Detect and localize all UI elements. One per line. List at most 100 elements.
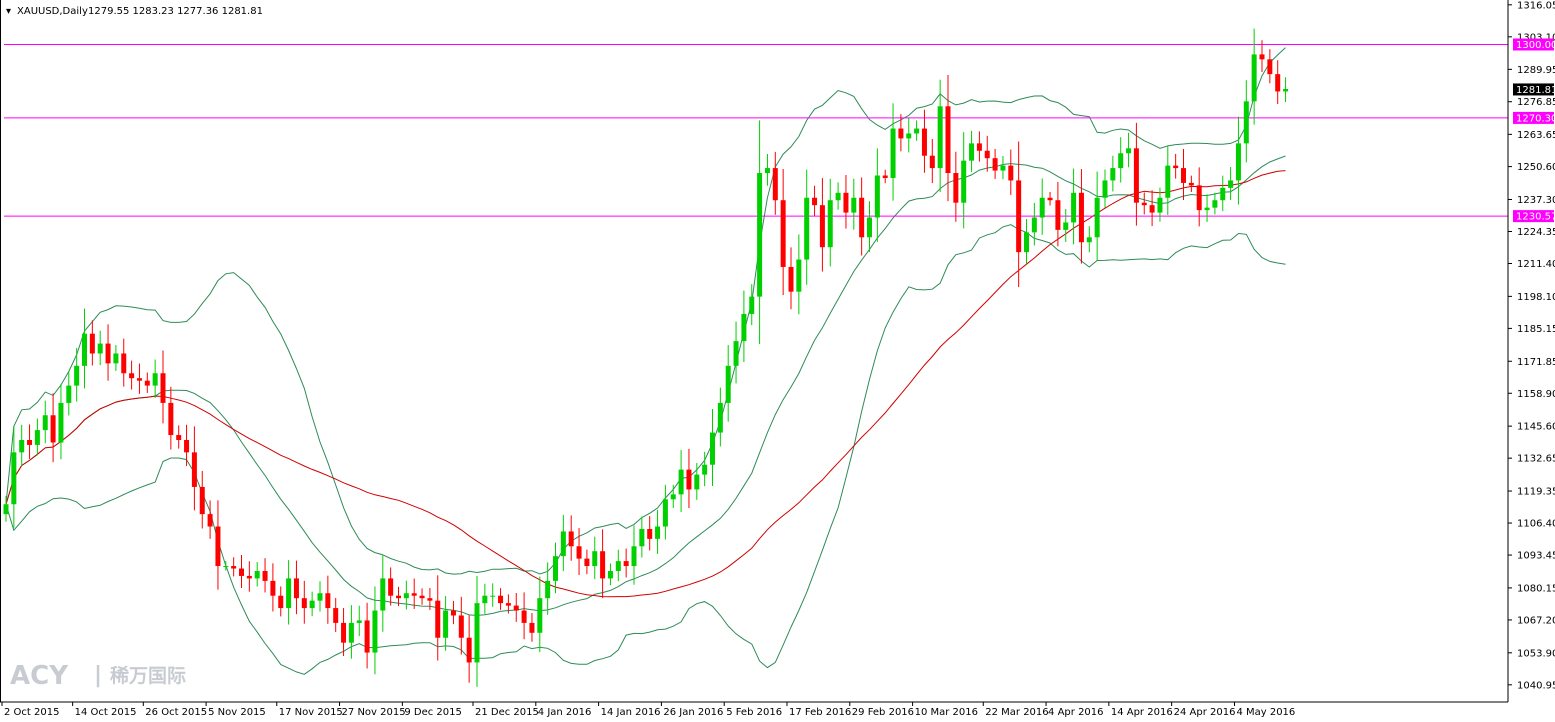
candle[interactable] (82, 308, 87, 389)
candle[interactable] (215, 500, 221, 590)
candle[interactable] (427, 587, 433, 610)
candle[interactable] (1039, 178, 1045, 235)
candle[interactable] (3, 495, 9, 522)
candle[interactable] (953, 151, 959, 222)
candle[interactable] (19, 424, 25, 467)
candle[interactable] (184, 424, 190, 467)
candle[interactable] (372, 586, 378, 675)
candle[interactable] (490, 583, 496, 607)
candle[interactable] (921, 109, 927, 173)
candle[interactable] (443, 596, 449, 651)
candle[interactable] (937, 79, 943, 192)
candle[interactable] (1133, 122, 1139, 226)
candle[interactable] (341, 608, 347, 657)
candle[interactable] (403, 580, 409, 610)
candle[interactable] (121, 338, 127, 387)
candle[interactable] (1063, 208, 1069, 243)
candle[interactable] (702, 451, 708, 487)
candle[interactable] (482, 583, 488, 614)
candle[interactable] (1220, 175, 1226, 212)
candle[interactable] (772, 151, 778, 215)
candle[interactable] (168, 386, 174, 450)
candle[interactable] (380, 554, 386, 632)
candle[interactable] (717, 387, 723, 447)
candle[interactable] (725, 344, 731, 422)
candle[interactable] (655, 509, 661, 554)
candle[interactable] (1126, 132, 1132, 168)
candle[interactable] (906, 117, 912, 153)
candle[interactable] (992, 148, 998, 179)
candle[interactable] (867, 201, 872, 252)
candle[interactable] (961, 132, 967, 229)
candle[interactable] (231, 557, 237, 577)
candle[interactable] (160, 350, 166, 424)
candle[interactable] (270, 563, 276, 612)
candle[interactable] (191, 426, 197, 511)
candle[interactable] (1141, 192, 1147, 215)
candle[interactable] (301, 580, 307, 624)
candle[interactable] (50, 393, 56, 463)
candle[interactable] (286, 560, 292, 625)
candle[interactable] (1008, 149, 1014, 195)
candle[interactable] (576, 528, 582, 575)
candle[interactable] (105, 324, 111, 381)
candle[interactable] (560, 514, 566, 572)
candle[interactable] (435, 575, 441, 661)
candle[interactable] (129, 360, 135, 390)
candle[interactable] (1196, 167, 1202, 227)
candle[interactable] (733, 321, 739, 384)
candle[interactable] (545, 562, 551, 615)
candle[interactable] (458, 596, 464, 655)
candle[interactable] (1000, 155, 1006, 180)
candle[interactable] (843, 175, 849, 229)
candle[interactable] (827, 178, 833, 267)
candle[interactable] (741, 290, 747, 363)
candle[interactable] (529, 613, 535, 642)
candle[interactable] (74, 348, 80, 402)
candle[interactable] (796, 234, 802, 315)
candle[interactable] (411, 578, 417, 609)
candle[interactable] (1078, 169, 1084, 264)
candle[interactable] (505, 594, 511, 614)
candle[interactable] (969, 130, 975, 172)
candle[interactable] (835, 182, 841, 210)
candle[interactable] (1071, 168, 1077, 245)
candle[interactable] (113, 345, 119, 371)
candle[interactable] (1157, 187, 1163, 222)
candle[interactable] (1165, 146, 1171, 215)
candle[interactable] (1181, 149, 1186, 201)
candle[interactable] (1118, 137, 1124, 183)
candle[interactable] (710, 408, 715, 486)
candle[interactable] (1102, 169, 1108, 208)
candle[interactable] (388, 567, 394, 606)
candle[interactable] (639, 516, 645, 558)
candle[interactable] (929, 139, 935, 184)
candle[interactable] (1110, 155, 1116, 192)
candle[interactable] (976, 131, 982, 162)
candle[interactable] (812, 185, 818, 216)
candle[interactable] (1283, 77, 1289, 103)
candle[interactable] (144, 372, 150, 393)
candle[interactable] (1275, 60, 1281, 105)
candle[interactable] (1212, 192, 1218, 215)
candle[interactable] (466, 615, 472, 683)
candle[interactable] (1267, 49, 1273, 84)
candle[interactable] (293, 560, 299, 615)
candle[interactable] (890, 103, 896, 201)
candle[interactable] (945, 75, 951, 202)
candle[interactable] (553, 542, 558, 594)
candle[interactable] (788, 247, 794, 310)
candle[interactable] (1251, 28, 1257, 125)
candle[interactable] (474, 575, 480, 687)
candle[interactable] (670, 484, 676, 508)
candle[interactable] (89, 320, 95, 366)
candle[interactable] (592, 536, 598, 580)
candle[interactable] (1228, 166, 1234, 200)
candle[interactable] (804, 169, 810, 285)
candle[interactable] (223, 561, 229, 571)
candle[interactable] (419, 588, 425, 605)
candle[interactable] (66, 371, 72, 416)
candle[interactable] (348, 605, 354, 659)
candle[interactable] (1173, 153, 1179, 179)
